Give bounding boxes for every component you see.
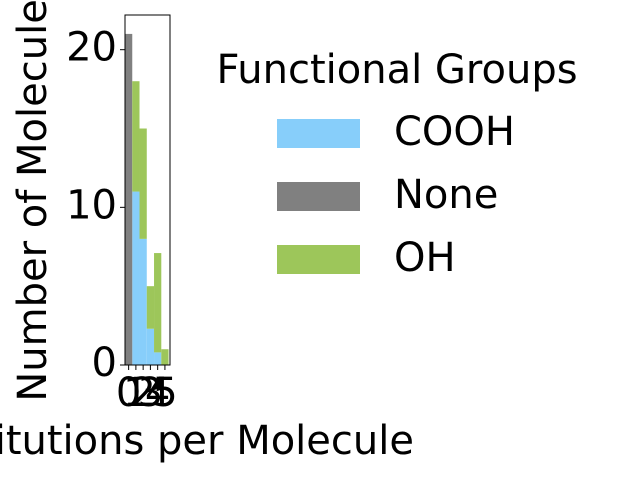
x-axis-label: Substitutions per Molecule (0, 418, 414, 464)
legend-label: COOH (394, 109, 515, 155)
bar (139, 238, 147, 365)
bar (125, 33, 133, 366)
legend-swatch (277, 182, 360, 211)
bar (146, 286, 155, 329)
y-tick-label: 10 (66, 182, 117, 228)
y-tick-label: 0 (92, 340, 117, 386)
bar (161, 349, 169, 365)
bar (132, 81, 140, 192)
legend-title: Functional Groups (216, 47, 577, 93)
legend-swatch (277, 119, 360, 148)
legend-label: OH (394, 235, 456, 281)
y-axis-label: Number of Molecules (10, 0, 56, 402)
bar (146, 328, 155, 365)
x-tick-label: 2 (130, 370, 155, 416)
legend-label: None (394, 172, 498, 218)
x-tick-label: 5 (152, 370, 177, 416)
y-tick-label: 20 (66, 25, 117, 71)
bar (154, 253, 162, 353)
x-tick-label: 4 (145, 370, 170, 416)
plot-frame (124, 14, 171, 366)
legend-swatch (277, 245, 360, 274)
bar (132, 191, 140, 365)
x-tick-label: 1 (123, 370, 148, 416)
x-tick-label: 3 (138, 370, 163, 416)
bar (139, 128, 147, 239)
bar (154, 352, 162, 365)
x-tick-label: 0 (116, 370, 141, 416)
